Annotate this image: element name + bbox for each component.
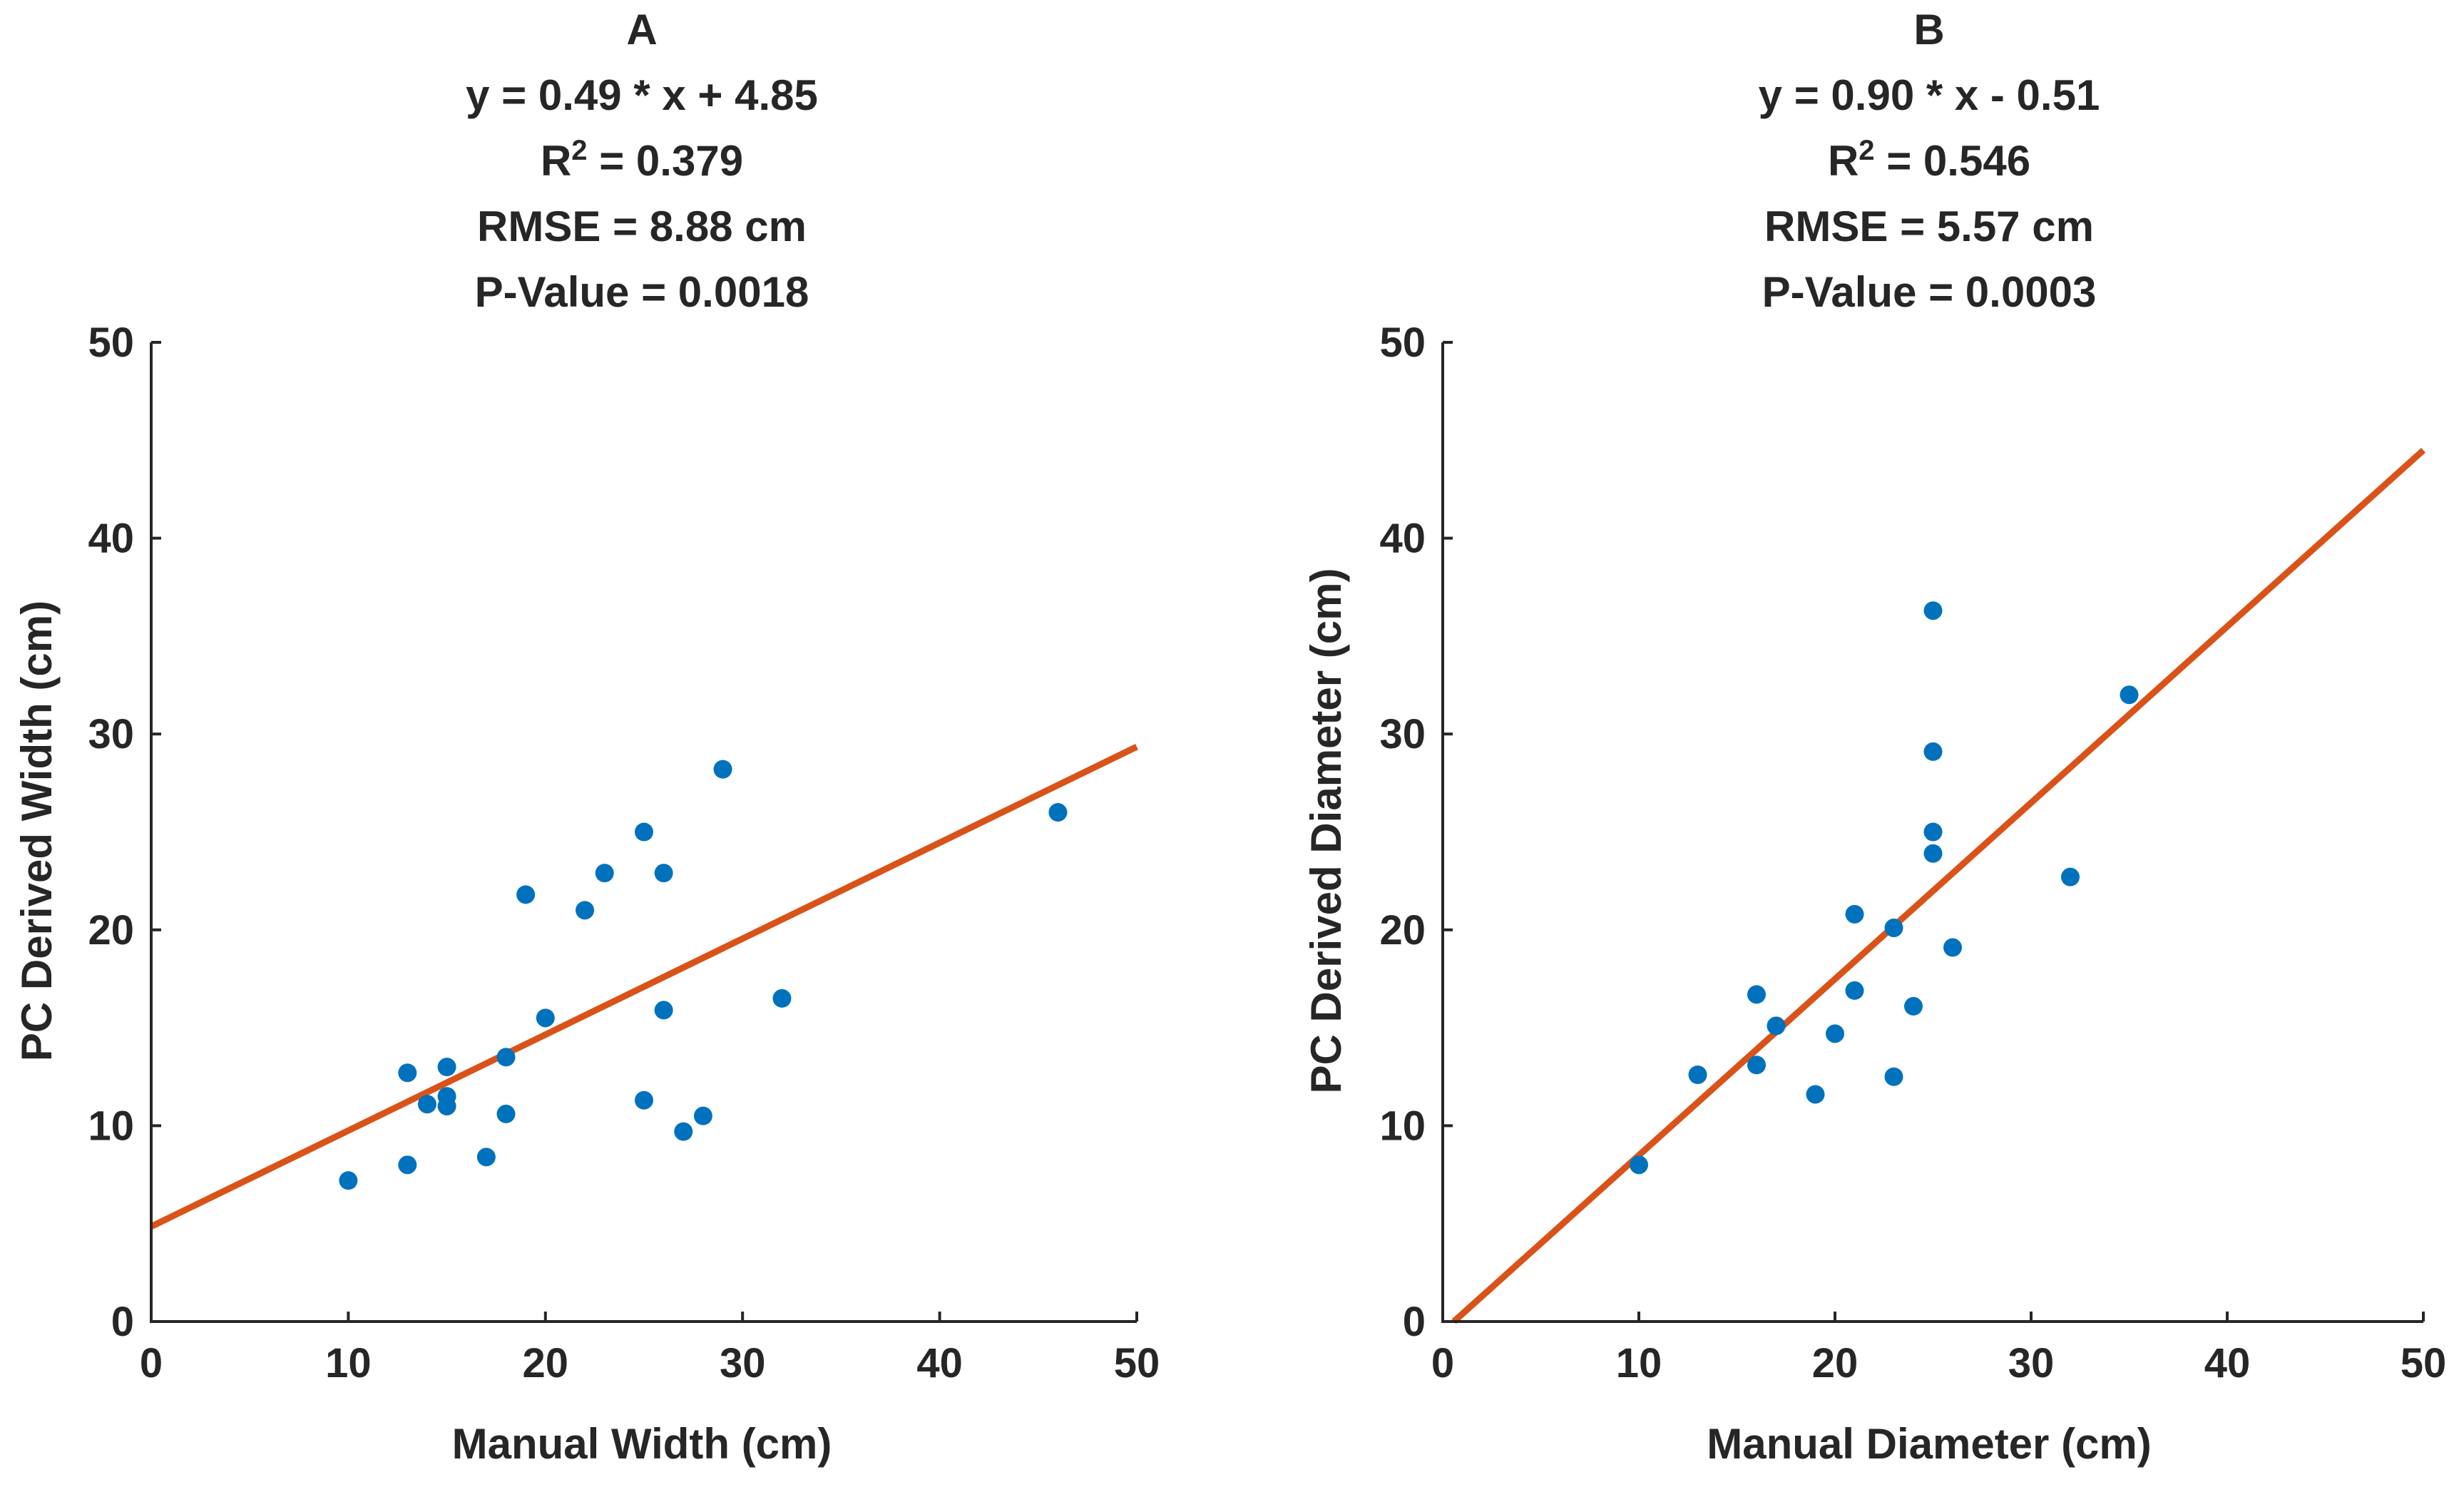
panel-b-data-point (1923, 601, 1943, 620)
panel-b-equation: y = 0.90 * x - 0.51 (1759, 71, 2100, 119)
panel-a-data-point (635, 1090, 653, 1110)
panel-a-data-point (437, 1087, 456, 1106)
panel-a-data-point (772, 988, 792, 1008)
panel-a-fit-layer (150, 744, 1138, 1230)
panel-b: B y = 0.90 * x - 0.51 R2 = 0.546 RMSE = … (1302, 6, 2446, 1468)
panel-a-data-point (398, 1155, 417, 1175)
panel-b-title-letter: B (1913, 6, 1944, 53)
panel-a-axes (150, 342, 1137, 1323)
panel-b-y-tick-label: 30 (1379, 711, 1426, 757)
panel-b-tick-labels: 0 10 20 30 40 50 0 10 20 30 40 50 (1379, 320, 2446, 1386)
panel-a-rmse: RMSE = 8.88 cm (477, 203, 807, 250)
panel-a-x-tick-label: 10 (325, 1340, 372, 1386)
panel-a-data-point (339, 1171, 358, 1190)
panel-a-data-point (635, 822, 653, 842)
panel-b-y-tick-label: 20 (1379, 907, 1426, 954)
panel-b-data-point (1923, 844, 1943, 863)
panel-b-title: B y = 0.90 * x - 0.51 R2 = 0.546 RMSE = … (1759, 6, 2100, 316)
panel-a-equation: y = 0.49 * x + 4.85 (466, 71, 818, 119)
panel-a-title-letter: A (626, 6, 657, 53)
panel-b-x-tick-label: 40 (2204, 1340, 2251, 1386)
panel-a-y-tick-label: 50 (88, 320, 134, 366)
panel-b-data-point (1688, 1066, 1707, 1085)
panel-b-data-point (1923, 822, 1943, 842)
panel-b-data-point (1884, 1067, 1903, 1086)
panel-a-y-tick-label: 30 (88, 711, 134, 757)
panel-b-fit-layer (1451, 447, 2426, 1324)
panel-b-data-point (2061, 867, 2080, 886)
panel-b-y-axis-label: PC Derived Diameter (cm) (1302, 568, 1350, 1094)
panel-b-data-point (1845, 904, 1864, 924)
panel-b-x-tick-label: 30 (2008, 1340, 2055, 1386)
panel-a-data-point (496, 1048, 516, 1067)
panel-b-data-point (1943, 938, 1962, 957)
panel-b-x-tick-label: 0 (1431, 1340, 1454, 1386)
panel-b-ticks (1441, 341, 2425, 1323)
panel-b-rmse: RMSE = 5.57 cm (1764, 203, 2094, 250)
panel-b-data-point (1826, 1024, 1844, 1043)
panel-b-y-tick-label: 10 (1379, 1103, 1426, 1149)
panel-b-data-point (2120, 685, 2139, 705)
panel-a-x-tick-label: 0 (140, 1340, 163, 1386)
panel-a-data-point (654, 1001, 673, 1020)
panel-b-data-point (1630, 1155, 1648, 1175)
panel-a-x-tick-label: 30 (720, 1340, 766, 1386)
panel-a-data-point (398, 1063, 417, 1083)
panel-b-p-value: P-Value = 0.0003 (1762, 268, 2097, 316)
panel-b-data-point (1904, 996, 1923, 1016)
panel-b-data-point (1806, 1085, 1825, 1104)
panel-a-data-point (713, 760, 732, 779)
panel-b-x-tick-label: 20 (1812, 1340, 1859, 1386)
panel-a-data-point (417, 1095, 436, 1114)
panel-a-data-point (536, 1008, 555, 1028)
panel-b-x-tick-label: 10 (1616, 1340, 1662, 1386)
panel-a-r-squared: R2 = 0.379 (541, 135, 743, 185)
panel-a-points (339, 760, 1068, 1190)
panel-a-data-point (674, 1122, 693, 1141)
panel-b-data-point (1923, 742, 1943, 761)
panel-a-data-point (516, 885, 536, 904)
panel-a-data-point (476, 1148, 496, 1167)
panel-b-axes (1441, 342, 2423, 1323)
panel-a-y-axis-label: PC Derived Width (cm) (13, 601, 61, 1061)
panel-b-regression-line (1451, 447, 2426, 1324)
panel-a-data-point (1048, 803, 1068, 822)
panel-a-tick-labels: 0 10 20 30 40 50 0 10 20 30 40 50 (88, 320, 1160, 1386)
panel-a-data-point (654, 864, 673, 883)
panel-a-p-value: P-Value = 0.0018 (475, 268, 809, 316)
panel-a-y-tick-label: 0 (111, 1299, 134, 1345)
panel-a: A y = 0.49 * x + 4.85 R2 = 0.379 RMSE = … (13, 6, 1160, 1468)
panel-b-data-point (1747, 985, 1766, 1004)
panel-a-x-tick-label: 20 (523, 1340, 569, 1386)
panel-a-x-axis-label: Manual Width (cm) (452, 1420, 832, 1468)
panel-b-y-tick-label: 40 (1379, 516, 1426, 562)
panel-a-data-point (576, 901, 595, 920)
panel-a-x-tick-label: 50 (1114, 1340, 1160, 1386)
panel-b-data-point (1845, 981, 1864, 1000)
panel-a-data-point (595, 864, 614, 883)
panel-a-data-point (496, 1104, 516, 1123)
panel-a-y-tick-label: 20 (88, 907, 134, 954)
panel-a-x-tick-label: 40 (916, 1340, 963, 1386)
panel-b-r-squared: R2 = 0.546 (1828, 135, 2030, 185)
panel-b-y-tick-label: 50 (1379, 320, 1426, 366)
panel-b-x-axis-label: Manual Diameter (cm) (1707, 1420, 2152, 1468)
panel-b-y-tick-label: 0 (1403, 1299, 1426, 1345)
panel-a-regression-line (150, 744, 1138, 1230)
panel-b-data-point (1884, 919, 1903, 938)
panel-a-data-point (437, 1058, 456, 1077)
panel-a-y-tick-label: 40 (88, 516, 134, 562)
panel-b-points (1630, 601, 2139, 1175)
panel-a-y-tick-label: 10 (88, 1103, 134, 1149)
panel-a-title: A y = 0.49 * x + 4.85 R2 = 0.379 RMSE = … (466, 6, 818, 316)
panel-b-data-point (1767, 1016, 1786, 1036)
panel-b-x-tick-label: 50 (2401, 1340, 2447, 1386)
panel-a-ticks (150, 341, 1138, 1323)
panel-a-data-point (693, 1106, 712, 1125)
panel-b-data-point (1747, 1056, 1766, 1075)
